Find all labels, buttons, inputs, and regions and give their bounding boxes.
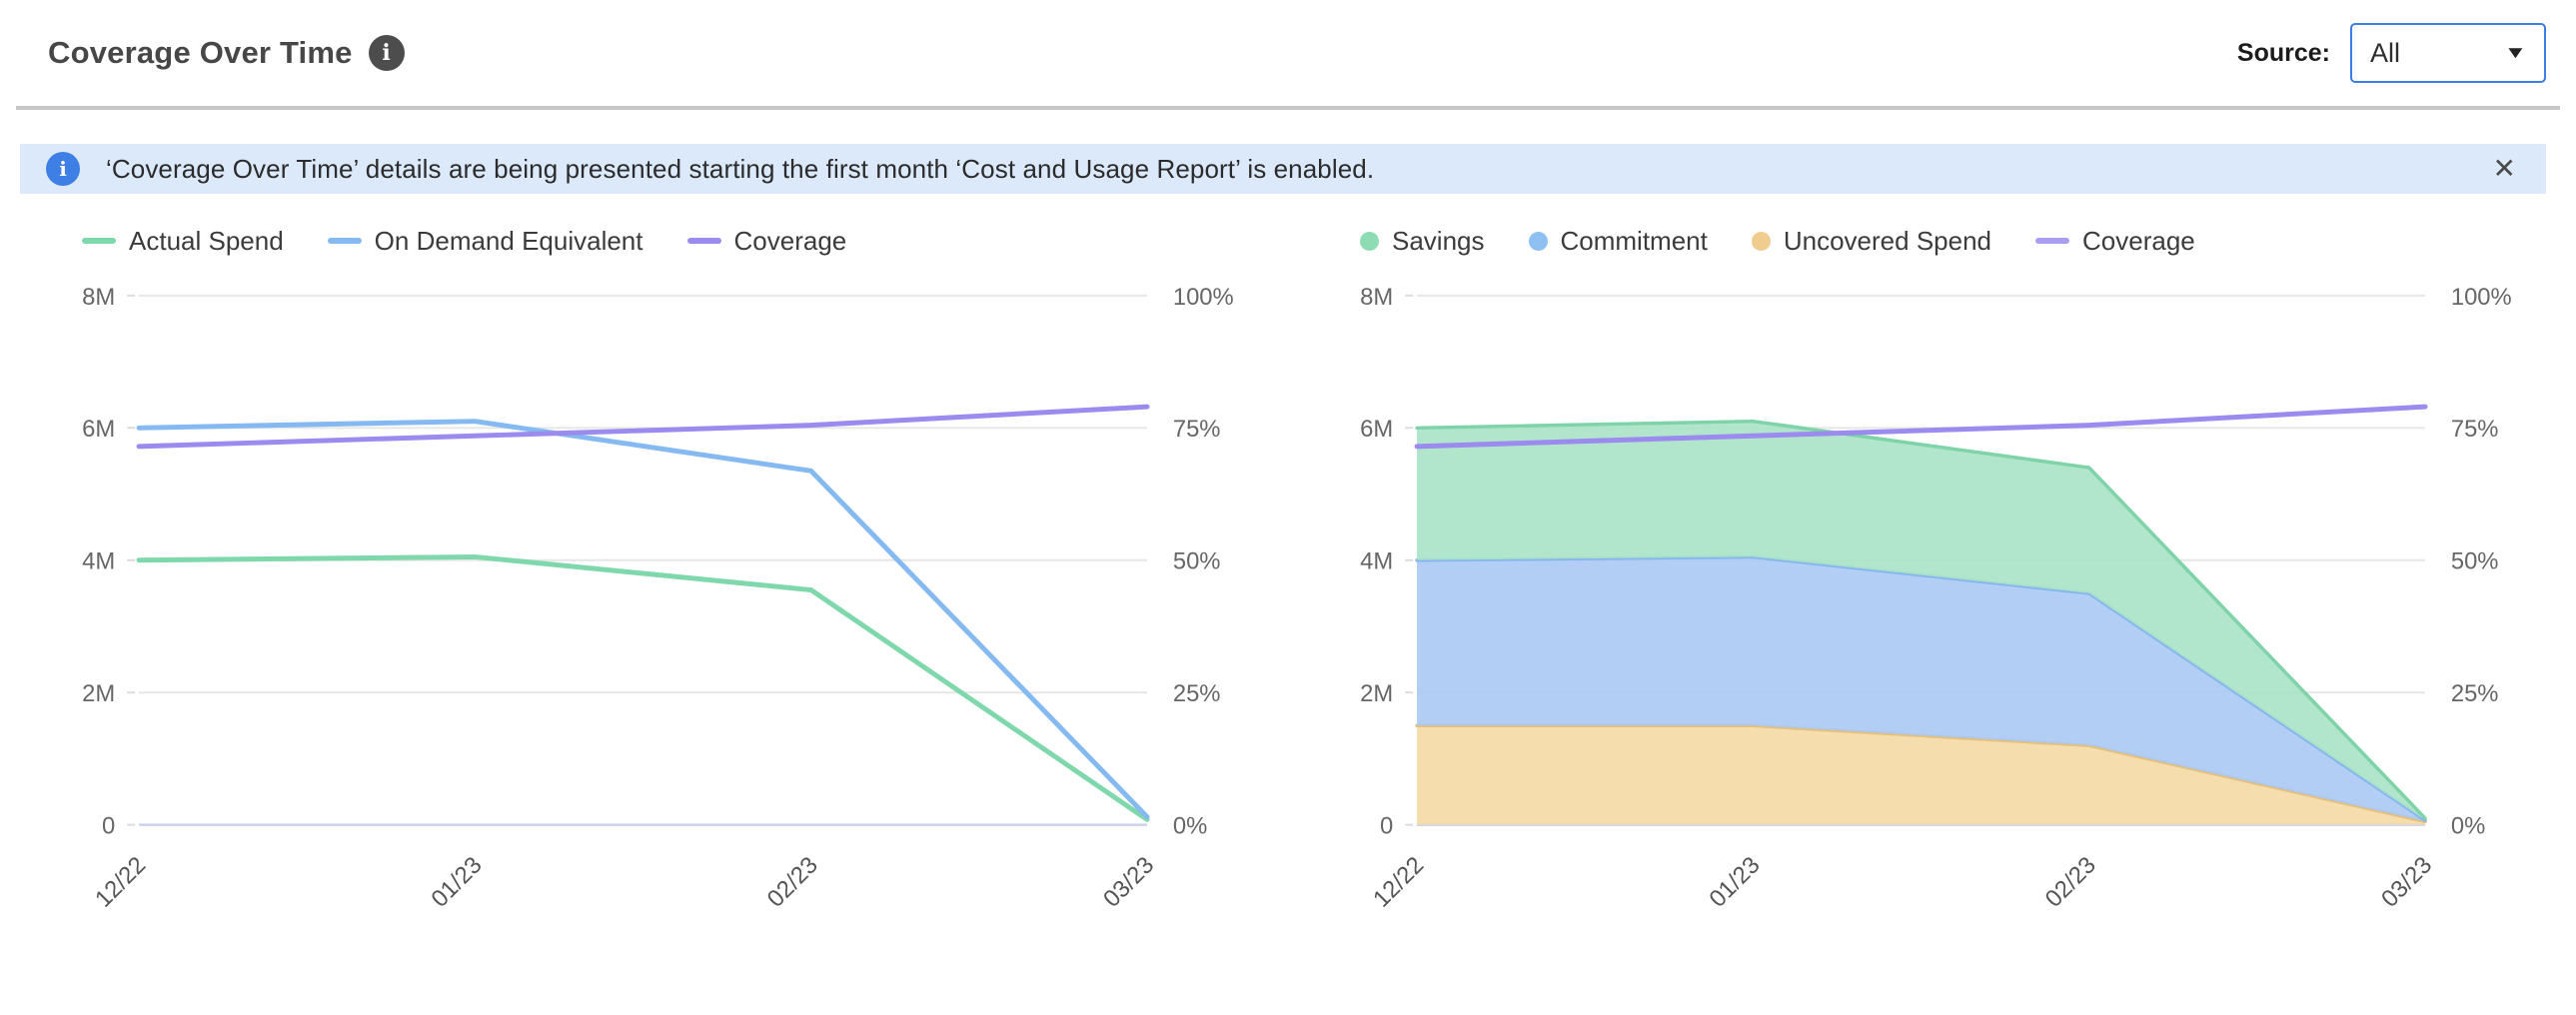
panel-header: Coverage Over Time i Source: All ▼: [0, 0, 2576, 106]
series-on-demand-equivalent[interactable]: [136, 419, 1150, 820]
legend-item-commitment[interactable]: Commitment: [1528, 225, 1708, 257]
chart-svg: 8M 100% 6M 75% 4M 50% 2M 25% 0 0% 12/22 01/23 02/23 0…: [1360, 284, 2512, 913]
legend-label: Uncovered Spend: [1783, 225, 1991, 256]
charts-row: Actual Spend On Demand Equivalent Coverage…: [0, 218, 2576, 934]
legend-label: Savings: [1392, 225, 1485, 256]
legend-label: Coverage: [2082, 225, 2195, 256]
source-filter-group: Source: All ▼: [2237, 23, 2546, 83]
source-label: Source:: [2236, 38, 2330, 67]
info-banner: i ‘Coverage Over Time’ details are being…: [20, 144, 2546, 194]
y-axis-left-label: 0: [102, 813, 115, 840]
line-swatch-icon: [82, 238, 116, 244]
legend-item-coverage[interactable]: Coverage: [686, 225, 847, 257]
y-axis-right-label: 50%: [1173, 548, 1221, 575]
legend-item-savings[interactable]: Savings: [1360, 226, 1485, 257]
area-savings[interactable]: [1417, 421, 2426, 821]
y-axis-left-label: 2M: [82, 680, 115, 707]
line-swatch-icon: [2035, 238, 2069, 244]
x-axis-label: 02/23: [2040, 851, 2101, 912]
legend-label: Actual Spend: [129, 225, 284, 256]
source-dropdown-value: All: [2370, 37, 2401, 68]
info-glyph: i: [382, 40, 391, 66]
title-info-icon[interactable]: i: [368, 35, 405, 71]
coverage-area-chart-panel: Savings Commitment Uncovered Spend Coverage…: [1288, 218, 2566, 934]
legend-item-on-demand-equivalent[interactable]: On Demand Equivalent: [327, 225, 644, 257]
coverage-over-time-widget: Coverage Over Time i Source: All ▼ i ‘Co…: [0, 0, 2576, 934]
y-axis-right-label: 50%: [2451, 548, 2499, 575]
x-axis-label: 03/23: [1098, 851, 1159, 912]
spend-line-chart[interactable]: 8M 100% 6M 75% 4M 50% 2M 25% 0 0% 12/22 01/23 02/23 0…: [20, 278, 1278, 934]
header-title-group: Coverage Over Time i: [48, 35, 405, 71]
y-axis-right-label: 75%: [1173, 416, 1221, 443]
y-axis-right-label: 100%: [1173, 284, 1234, 311]
y-axis-right-label: 100%: [2451, 284, 2512, 311]
coverage-area-chart[interactable]: 8M 100% 6M 75% 4M 50% 2M 25% 0 0% 12/22 01/23 02/23 0…: [1298, 278, 2556, 934]
y-axis-right-label: 0%: [1173, 813, 1207, 840]
chart-svg: 8M 100% 6M 75% 4M 50% 2M 25% 0 0% 12/22 01/23 02/23 0…: [82, 284, 1234, 913]
x-axis-label: 01/23: [426, 851, 487, 912]
y-axis-right-label: 25%: [1173, 680, 1221, 707]
y-axis-left-label: 4M: [1360, 548, 1393, 575]
line-swatch-icon: [686, 238, 721, 244]
line-swatch-icon: [327, 238, 362, 244]
banner-info-icon: i: [46, 152, 80, 186]
source-dropdown[interactable]: All ▼: [2350, 23, 2546, 83]
x-axis-label: 12/22: [90, 851, 151, 912]
series-coverage[interactable]: [136, 404, 1150, 450]
legend-label: Coverage: [733, 225, 847, 256]
y-axis-right-label: 25%: [2451, 680, 2499, 707]
area-uncovered-spend[interactable]: [1417, 725, 2426, 825]
series-coverage[interactable]: [1414, 404, 2428, 450]
x-axis-label: 02/23: [762, 851, 823, 912]
area-edge-commitment: [1415, 554, 2427, 822]
info-glyph: i: [59, 157, 67, 181]
legend-item-actual-spend[interactable]: Actual Spend: [82, 226, 284, 257]
page-title: Coverage Over Time: [48, 35, 353, 70]
y-axis-left-label: 8M: [1360, 284, 1393, 311]
y-axis-left-label: 6M: [1360, 416, 1393, 443]
chevron-down-icon: ▼: [2503, 43, 2528, 62]
spend-line-chart-panel: Actual Spend On Demand Equivalent Coverage…: [10, 218, 1288, 934]
y-axis-right-label: 75%: [2451, 416, 2499, 443]
banner-close-icon[interactable]: ✕: [2489, 155, 2520, 183]
y-axis-left-label: 4M: [82, 548, 115, 575]
circle-swatch-icon: [1528, 231, 1548, 251]
legend-label: On Demand Equivalent: [374, 225, 644, 256]
legend-item-uncovered-spend[interactable]: Uncovered Spend: [1751, 225, 1991, 257]
line-chart-legend: Actual Spend On Demand Equivalent Coverage: [20, 218, 1278, 264]
area-chart-legend: Savings Commitment Uncovered Spend Coverage: [1298, 218, 2556, 264]
y-axis-right-label: 0%: [2451, 813, 2485, 840]
header-divider: [16, 106, 2560, 110]
y-axis-left-label: 6M: [82, 416, 115, 443]
area-edge-savings: [1415, 419, 2427, 820]
banner-text: ‘Coverage Over Time’ details are being p…: [106, 153, 1375, 184]
circle-swatch-icon: [1360, 231, 1379, 251]
x-axis-label: 03/23: [2376, 851, 2437, 912]
legend-item-coverage[interactable]: Coverage: [2035, 226, 2195, 257]
series-actual-spend[interactable]: [136, 553, 1150, 822]
x-axis-label: 12/22: [1368, 851, 1429, 912]
y-axis-left-label: 8M: [82, 284, 115, 311]
legend-label: Commitment: [1560, 225, 1708, 256]
x-axis-label: 01/23: [1704, 851, 1765, 912]
y-axis-left-label: 2M: [1360, 680, 1393, 707]
area-commitment[interactable]: [1417, 556, 2426, 822]
y-axis-left-label: 0: [1380, 813, 1393, 840]
circle-swatch-icon: [1751, 231, 1771, 251]
